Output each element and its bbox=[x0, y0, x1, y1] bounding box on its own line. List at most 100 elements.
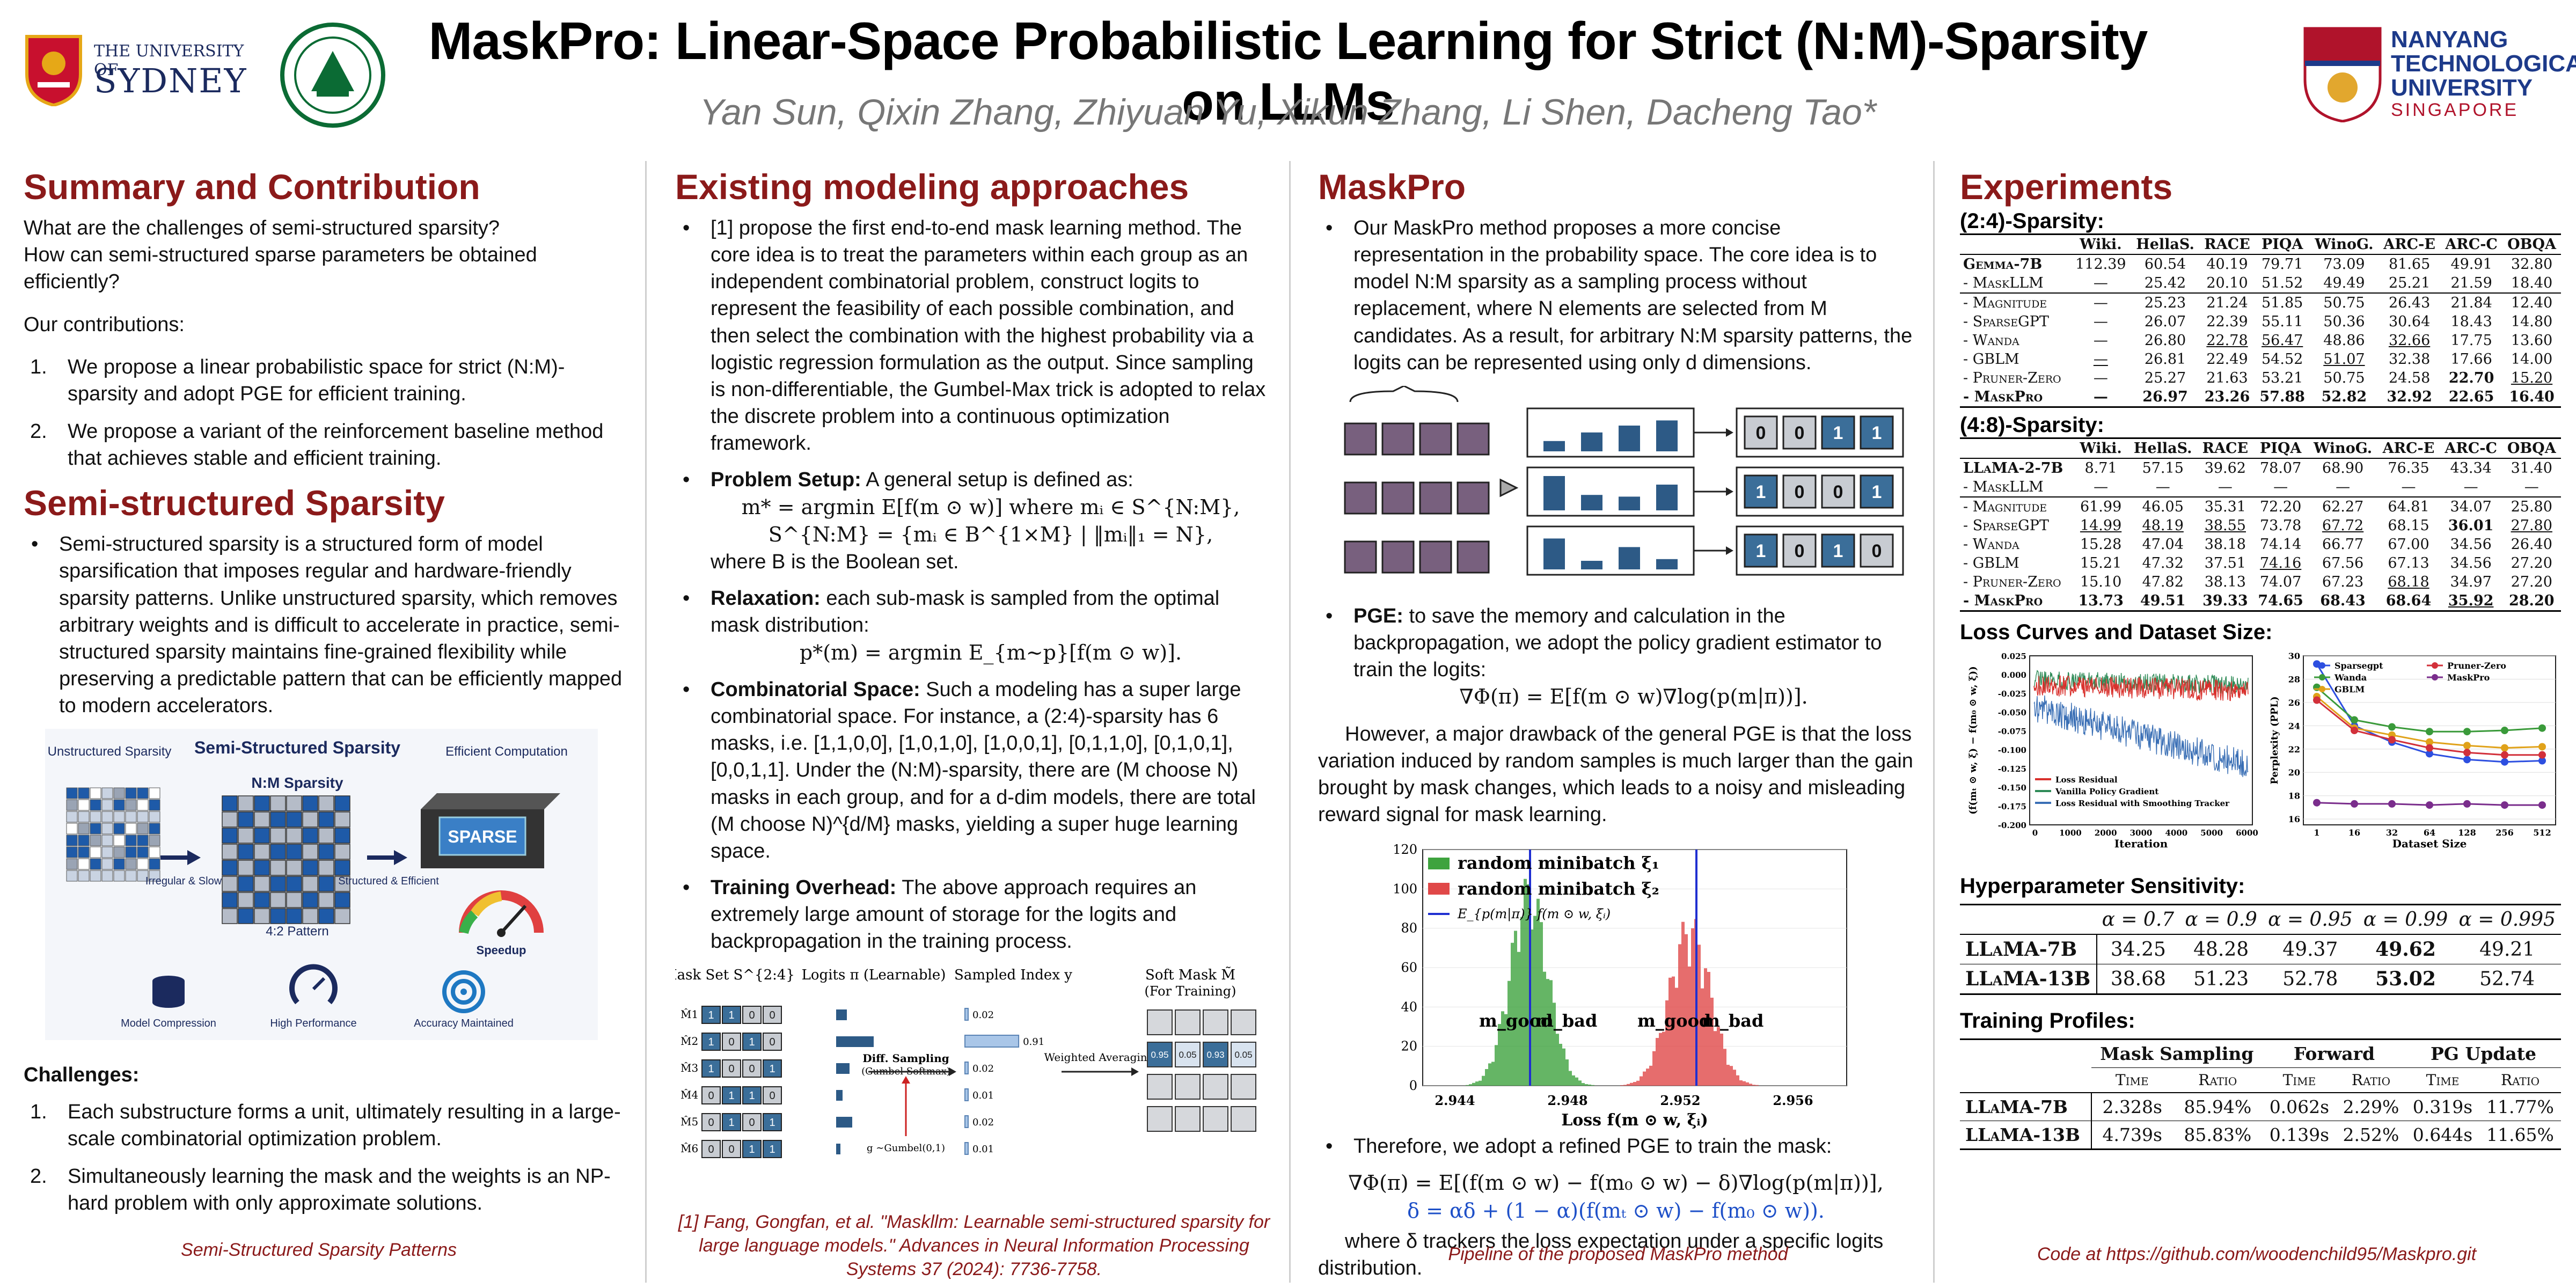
weight-cell bbox=[1419, 481, 1452, 515]
table-row: - Magnitude 61.99 46.05 35.31 72.20 62.27 64.8… bbox=[1960, 496, 2561, 516]
table-cell: 34.07 bbox=[2439, 496, 2502, 516]
hist-bar bbox=[1578, 1080, 1582, 1086]
table-row: - MaskLLM — 25.42 20.10 51.52 49.49 25.21 21.59… bbox=[1960, 274, 2561, 293]
prob-value: 0.02 bbox=[972, 1009, 994, 1021]
table-cell: 21.84 bbox=[2440, 292, 2503, 312]
mask-cell-value: 1 bbox=[1872, 423, 1882, 443]
grid-cell bbox=[137, 858, 149, 870]
logit-bar bbox=[836, 1144, 840, 1155]
x-tick: 2.956 bbox=[1773, 1093, 1813, 1108]
grid-cell bbox=[302, 844, 318, 860]
hist-bar bbox=[1749, 1084, 1752, 1086]
table-cell: 22.49 bbox=[2206, 351, 2248, 368]
hist-bar bbox=[1475, 1081, 1479, 1086]
list-item: Relaxation: each sub-mask is sampled fro… bbox=[675, 585, 1271, 667]
mask-cell-value: 0 bbox=[1795, 423, 1805, 443]
hist-bar bbox=[1752, 1085, 1755, 1086]
hist-bar bbox=[1479, 1081, 1482, 1086]
target-icon bbox=[442, 970, 485, 1014]
data-point bbox=[2501, 727, 2508, 735]
mask-cell-value: 1 bbox=[1756, 541, 1766, 561]
grid-cell bbox=[270, 908, 286, 925]
mask-cell bbox=[1782, 533, 1817, 568]
list-item: Combinatorial Space: Such a modeling has… bbox=[675, 676, 1271, 865]
code-link[interactable]: Code at https://github.com/woodenchild95… bbox=[2037, 1244, 2477, 1264]
table-cell: 18.40 bbox=[2511, 275, 2553, 291]
hist-bar bbox=[1591, 1085, 1594, 1086]
table-cell: — bbox=[2093, 275, 2108, 291]
column-existing: Existing modeling approaches [1] propose… bbox=[675, 166, 1271, 1179]
grid-cell bbox=[302, 795, 318, 812]
soft-mask-value: 0.05 bbox=[1234, 1050, 1252, 1060]
weight-cell bbox=[1457, 481, 1490, 515]
hist-bar bbox=[1755, 1085, 1759, 1086]
hist-bar bbox=[1553, 1002, 1556, 1086]
grid-cell bbox=[90, 835, 101, 846]
grid-cell bbox=[302, 860, 318, 876]
mask-set: M̂1 1 1 0 0 M̂2 1 0 1 0 M̂3 1 0 0 1 M̂4 0 1 1 0 M̂5 0 1 0 1 M̂6 0 0… bbox=[680, 1006, 874, 1159]
table-cell: - Pruner-Zero bbox=[1963, 370, 2061, 386]
grid-cell bbox=[113, 823, 125, 835]
soft-mask-cell bbox=[1175, 1106, 1201, 1132]
mask-cell bbox=[742, 1059, 762, 1078]
table-cell: - Wanda bbox=[1963, 536, 2019, 553]
grid-cell bbox=[78, 799, 90, 811]
y-tick: -0.175 bbox=[1998, 802, 2026, 811]
grid-cell bbox=[90, 787, 101, 799]
loss-curve-chart: 0.025 0.000 -0.025 -0.050 -0.075 -0.100 -0.125… bbox=[1967, 652, 2258, 850]
table-cell: - Magnitude bbox=[1960, 496, 2074, 516]
label-irregular: Irregular & Slow bbox=[145, 875, 222, 887]
table-cell: - MaskPro bbox=[1960, 387, 2071, 408]
table-cell: Gemma-7B bbox=[1963, 256, 2043, 273]
y-tick: -0.075 bbox=[1998, 727, 2026, 736]
maskpro-title: MaskPro bbox=[1318, 167, 1466, 207]
column-header: Time bbox=[2091, 1067, 2173, 1093]
hist-bar bbox=[1514, 931, 1517, 1086]
table-cell: 53.02 bbox=[2358, 964, 2454, 995]
svg-text:Weighted Averaging: Weighted Averaging bbox=[1044, 1051, 1154, 1064]
data-point bbox=[2388, 723, 2396, 731]
soft-mask-cell bbox=[1231, 1074, 1256, 1100]
grid-cell bbox=[286, 892, 302, 909]
hist-bar bbox=[1630, 1083, 1633, 1086]
column-header: OBQA bbox=[2502, 234, 2561, 255]
maskpro-list-3: Therefore, we adopt a refined PGE to tra… bbox=[1318, 1133, 1914, 1160]
label-pattern: 4:2 Pattern bbox=[266, 924, 328, 939]
contrib-intro: Our contributions: bbox=[24, 313, 185, 336]
grid-cell bbox=[318, 876, 334, 892]
semi-title: Semi-structured Sparsity bbox=[24, 483, 445, 523]
prob-bar bbox=[964, 1142, 969, 1155]
hist-bar bbox=[1565, 1059, 1569, 1086]
prob-value: 0.01 bbox=[972, 1144, 994, 1155]
grid-cell bbox=[254, 795, 270, 812]
m-good-label: m_good bbox=[1637, 1011, 1711, 1031]
hist-bar bbox=[1710, 998, 1714, 1086]
table-cell: 60.54 bbox=[2144, 256, 2186, 273]
column-group-header: Forward bbox=[2262, 1039, 2406, 1068]
hist-bar bbox=[1668, 978, 1672, 1086]
table-row: - MaskLLM — — — — — — — — bbox=[1960, 478, 2561, 497]
logit-bar bbox=[836, 1063, 850, 1074]
hist-bar bbox=[1588, 1085, 1591, 1086]
table-cell: 74.14 bbox=[2259, 536, 2302, 553]
table-cell: 22.78 bbox=[2206, 332, 2248, 349]
semi-list: Semi-structured sparsity is a structured… bbox=[24, 531, 630, 719]
prob-value: 0.02 bbox=[972, 1117, 994, 1128]
table-cell: 25.80 bbox=[2502, 496, 2561, 516]
list-item: PGE: to save the memory and calculation … bbox=[1318, 603, 1914, 711]
column-maskpro: MaskPro Our MaskPro method proposes a mo… bbox=[1318, 166, 1914, 1282]
loss-series bbox=[2033, 695, 2249, 777]
table-row: Gemma-7B 112.39 60.54 40.19 79.71 73.09 81.65 4… bbox=[1960, 254, 2561, 274]
hist-bar bbox=[1627, 1084, 1630, 1086]
hist-bar bbox=[1633, 1082, 1636, 1086]
table-cell: 52.78 bbox=[2263, 964, 2358, 995]
hyperparam-table: α = 0.7 α = 0.9 α = 0.95 α = 0.99 α = 0.995 L… bbox=[1960, 904, 2561, 995]
data-point bbox=[2463, 756, 2471, 764]
table-cell: LLaMA-13B bbox=[1960, 964, 2097, 995]
grid-cell bbox=[66, 787, 78, 799]
table-cell: 64.81 bbox=[2377, 496, 2440, 516]
label-unstructured: Unstructured Sparsity bbox=[48, 744, 172, 759]
hist-bar bbox=[1482, 1075, 1485, 1086]
grid-cell bbox=[101, 811, 113, 823]
table-cell: 11.77% bbox=[2479, 1093, 2561, 1121]
